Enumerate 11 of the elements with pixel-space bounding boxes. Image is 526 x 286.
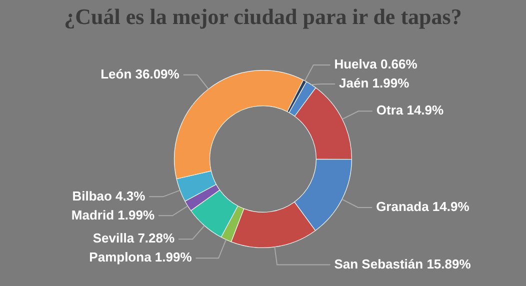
slice-label: Granada 14.9% [376, 199, 470, 214]
chart-title: ¿Cuál es la mejor ciudad para ir de tapas? [63, 4, 463, 30]
slice-label: San Sebastián 15.89% [334, 256, 472, 272]
slice-label: Pamplona 1.99% [89, 250, 192, 265]
slice-label: Jaén 1.99% [339, 76, 410, 91]
slice-label: Huelva 0.66% [334, 56, 418, 72]
slice-label: León 36.09% [100, 66, 180, 82]
slice-label: Otra 14.9% [376, 102, 444, 118]
slice-label: Bilbao 4.3% [72, 188, 146, 204]
slice-label: Madrid 1.99% [71, 207, 155, 222]
slice-label: Sevilla 7.28% [92, 230, 175, 246]
